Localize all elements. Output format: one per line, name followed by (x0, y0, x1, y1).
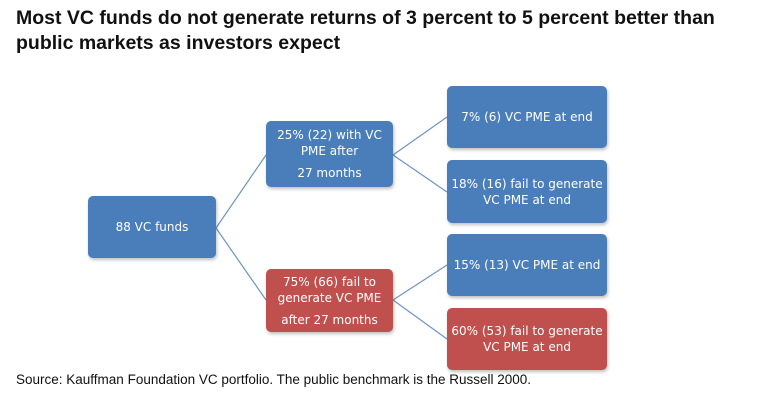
page-title: Most VC funds do not generate returns of… (16, 6, 756, 56)
source-note: Source: Kauffman Foundation VC portfolio… (16, 372, 532, 387)
node-upper-a: 7% (6) VC PME at end (447, 86, 607, 148)
node-lower-line-2: generate VC PME (277, 290, 382, 305)
connector-root-upper (215, 154, 267, 229)
node-lower-b: 60% (53) fail to generate VC PME at end (447, 308, 607, 370)
title-line-2: public markets as investors expect (16, 32, 341, 54)
connector-lower-a (392, 264, 448, 301)
connector-root-lower (215, 227, 267, 301)
node-lower-b-line-1: 60% (53) fail to generate (451, 324, 603, 338)
node-upper-b-line-2: VC PME at end (483, 192, 571, 207)
node-lower: 75% (66) fail to generate VC PME after 2… (266, 269, 393, 332)
node-upper-line-3: 27 months (297, 166, 362, 180)
connector-lower-b (392, 299, 448, 340)
node-lower-a-label: 15% (13) VC PME at end (453, 258, 601, 272)
connector-upper-b (392, 154, 448, 193)
title-line-1: Most VC funds do not generate returns of… (16, 7, 715, 29)
node-root-label: 88 VC funds (115, 220, 189, 234)
node-upper: 25% (22) with VC PME after 27 months (266, 121, 393, 187)
node-lower-b-line-2: VC PME at end (483, 340, 571, 354)
node-root: 88 VC funds (88, 196, 216, 258)
connector-upper-a (392, 116, 448, 156)
node-lower-line-3: after 27 months (281, 312, 378, 327)
node-upper-line-2: PME after (300, 144, 359, 158)
node-upper-line-1: 25% (22) with VC (277, 128, 382, 142)
node-upper-b-line-1: 18% (16) fail to generate (451, 176, 603, 191)
node-upper-b: 18% (16) fail to generate VC PME at end (447, 160, 607, 223)
node-upper-a-label: 7% (6) VC PME at end (461, 110, 593, 124)
node-lower-a: 15% (13) VC PME at end (447, 234, 607, 296)
node-lower-line-1: 75% (66) fail to (282, 274, 377, 289)
